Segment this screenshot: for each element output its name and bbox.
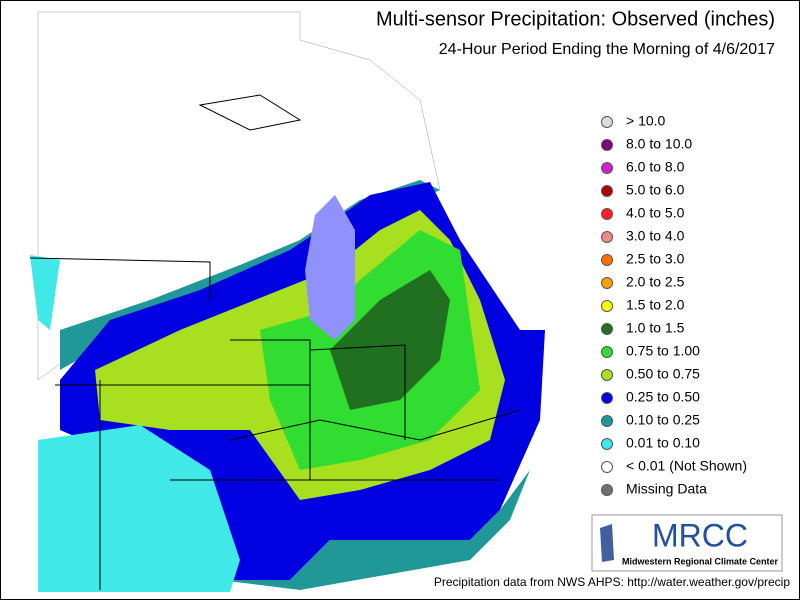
legend-swatch bbox=[601, 254, 613, 266]
legend-label: 0.75 to 1.00 bbox=[626, 343, 700, 359]
legend-swatch bbox=[601, 208, 613, 220]
legend-label: 0.10 to 0.25 bbox=[626, 412, 700, 428]
legend-swatch bbox=[601, 415, 613, 427]
legend-swatch bbox=[601, 369, 613, 381]
lake-michigan bbox=[305, 195, 355, 340]
legend-label: 1.0 to 1.5 bbox=[626, 320, 685, 336]
precip-band bbox=[38, 425, 240, 592]
legend-swatch bbox=[601, 484, 613, 496]
legend-label: Missing Data bbox=[626, 481, 707, 497]
legend-label: > 10.0 bbox=[626, 113, 666, 129]
legend: > 10.0 8.0 to 10.0 6.0 to 8.0 5.0 to 6.0 4.0… bbox=[601, 113, 747, 497]
legend-label: 0.50 to 0.75 bbox=[626, 366, 700, 382]
legend-swatch bbox=[601, 277, 613, 289]
legend-label: 0.01 to 0.10 bbox=[626, 435, 700, 451]
legend-label: 5.0 to 6.0 bbox=[626, 182, 685, 198]
legend-label: 2.0 to 2.5 bbox=[626, 274, 685, 290]
legend-label: 3.0 to 4.0 bbox=[626, 228, 685, 244]
legend-swatch bbox=[601, 116, 613, 128]
legend-label: 6.0 to 8.0 bbox=[626, 159, 685, 175]
legend-swatch bbox=[601, 346, 613, 358]
legend-label: 2.5 to 3.0 bbox=[626, 251, 685, 267]
subtitle: 24-Hour Period Ending the Morning of 4/6… bbox=[439, 41, 775, 58]
legend-swatch bbox=[601, 461, 613, 473]
legend-swatch bbox=[601, 231, 613, 243]
legend-swatch bbox=[601, 162, 613, 174]
title: Multi-sensor Precipitation: Observed (in… bbox=[376, 8, 775, 30]
legend-swatch bbox=[601, 438, 613, 450]
logo-full-name: Midwestern Regional Climate Center bbox=[622, 556, 779, 566]
logo-icon bbox=[600, 524, 614, 562]
logo-box bbox=[591, 514, 783, 572]
legend-label: 0.25 to 0.50 bbox=[626, 389, 700, 405]
legend-swatch bbox=[601, 323, 613, 335]
legend-swatch bbox=[601, 392, 613, 404]
legend-label: < 0.01 (Not Shown) bbox=[626, 458, 747, 474]
legend-swatch bbox=[601, 139, 613, 151]
legend-label: 1.5 to 2.0 bbox=[626, 297, 685, 313]
legend-swatch bbox=[601, 300, 613, 312]
legend-label: 4.0 to 5.0 bbox=[626, 205, 685, 221]
logo-name: MRCC bbox=[652, 517, 748, 553]
precip-band bbox=[30, 255, 60, 330]
lake-superior bbox=[198, 94, 302, 131]
precip-band bbox=[60, 430, 530, 590]
precip-band bbox=[330, 270, 450, 410]
source-note: Precipitation data from NWS AHPS: http:/… bbox=[434, 575, 790, 589]
legend-swatch bbox=[601, 185, 613, 197]
state-borders bbox=[29, 257, 521, 590]
legend-label: 8.0 to 10.0 bbox=[626, 136, 692, 152]
precip-map bbox=[29, 11, 545, 592]
